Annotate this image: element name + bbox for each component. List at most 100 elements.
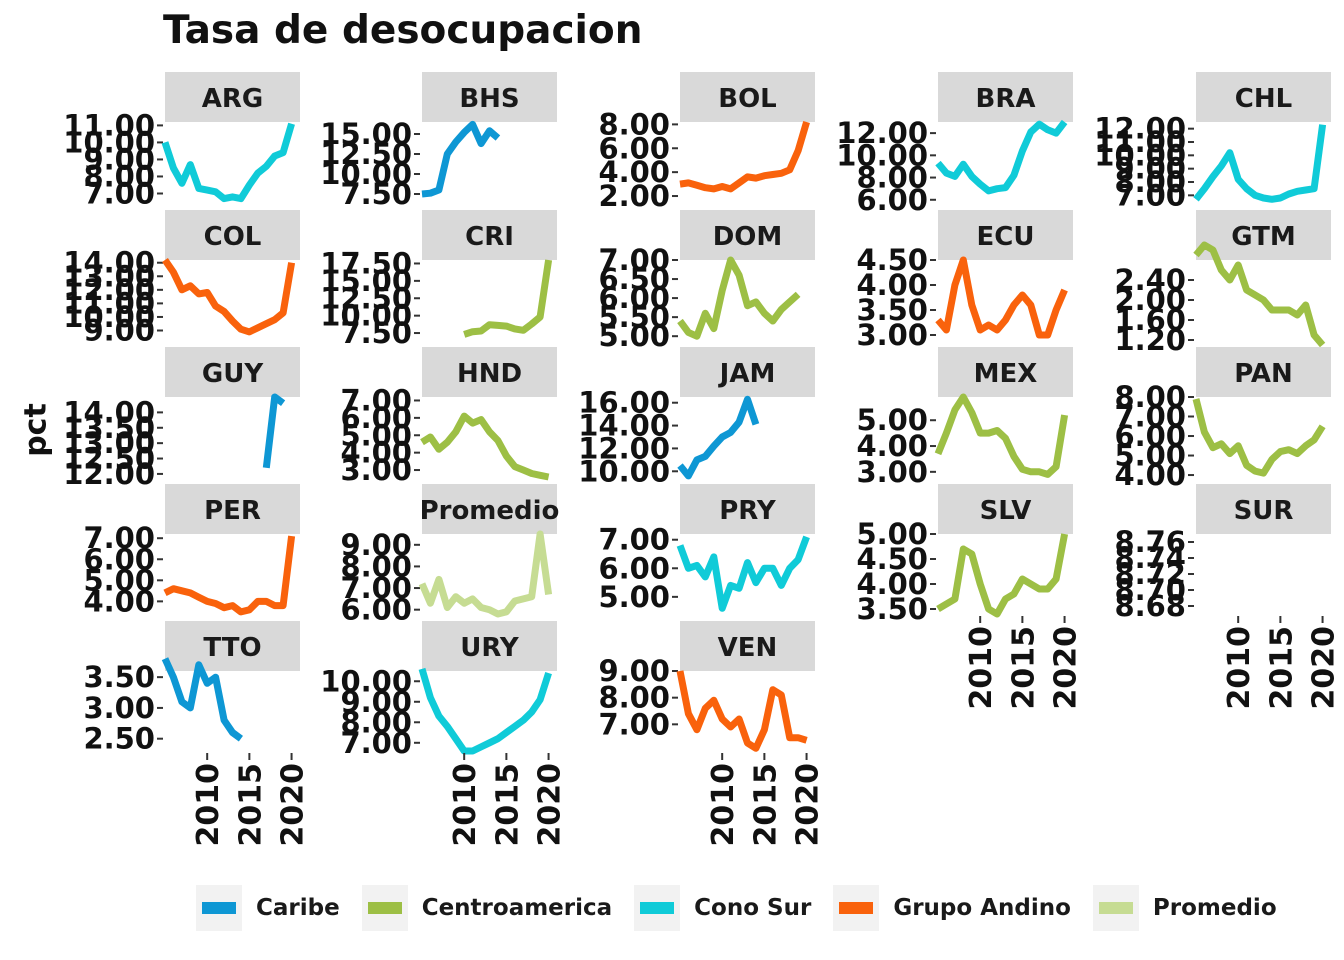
y-tick-label-per-0: 4.00 bbox=[83, 584, 155, 618]
series-line-cri bbox=[463, 259, 553, 338]
y-tick-label-chl-2: 9.00 bbox=[1114, 152, 1186, 186]
y-tick-label-ecu-1: 3.50 bbox=[856, 293, 928, 327]
y-tick-label-arg-1: 8.00 bbox=[83, 159, 155, 193]
series-line-gtm bbox=[1193, 241, 1326, 348]
facet-strip-per bbox=[165, 484, 300, 534]
y-tick-label-ven-1: 8.00 bbox=[598, 681, 670, 715]
facet-strip-pry bbox=[680, 484, 815, 534]
facet-label-gtm: GTM bbox=[1231, 222, 1296, 252]
facet-strip-ury bbox=[422, 621, 557, 671]
facet-strip-slv bbox=[938, 484, 1073, 534]
y-tick-label-gtm-2: 2.00 bbox=[1114, 283, 1186, 317]
facet-strip-jam bbox=[680, 347, 815, 397]
y-tick-label-slv-3: 5.00 bbox=[856, 517, 928, 551]
legend-swatch bbox=[367, 902, 402, 914]
y-tick-label-slv-2: 4.50 bbox=[856, 542, 928, 576]
y-tick-label-ecu-3: 4.50 bbox=[856, 243, 928, 277]
series-line-hnd bbox=[420, 412, 550, 481]
y-tick-label-cri-3: 15.00 bbox=[320, 264, 412, 298]
y-tick-label-dom-0: 5.00 bbox=[598, 319, 670, 353]
legend-key bbox=[833, 885, 880, 931]
series-line-bol bbox=[679, 121, 810, 193]
series-line-jam bbox=[677, 395, 760, 480]
y-tick-label-dom-1: 5.50 bbox=[598, 300, 670, 334]
y-tick-label-promedio-1: 7.00 bbox=[340, 571, 412, 605]
y-tick-label-chl-0: 7.00 bbox=[1114, 178, 1186, 212]
y-tick-label-hnd-1: 4.00 bbox=[340, 436, 412, 470]
series-line-slv bbox=[936, 533, 1069, 618]
legend-swatch bbox=[839, 902, 874, 914]
chart-legend: Caribe Centroamerica Cono Sur Grupo Andino P… bbox=[196, 883, 1299, 933]
facet-label-mex: MEX bbox=[974, 359, 1038, 389]
y-tick-label-pan-2: 6.00 bbox=[1114, 419, 1186, 453]
facet-label-bol: BOL bbox=[718, 84, 777, 114]
facet-label-ecu: ECU bbox=[977, 222, 1035, 252]
y-tick-label-chl-4: 11.00 bbox=[1094, 125, 1186, 159]
y-tick-label-per-3: 7.00 bbox=[83, 521, 155, 555]
y-tick-label-gtm-1: 1.60 bbox=[1114, 303, 1186, 337]
y-tick-label-sur-0: 8.68 bbox=[1114, 589, 1186, 623]
facet-strip-promedio bbox=[422, 484, 557, 534]
facet-strip-chl bbox=[1196, 72, 1331, 122]
y-tick-label-gtm-3: 2.40 bbox=[1114, 263, 1186, 297]
facet-strip-ven bbox=[680, 621, 815, 671]
y-tick-label-bol-1: 4.00 bbox=[598, 155, 670, 189]
facet-label-pry: PRY bbox=[719, 496, 777, 526]
y-tick-label-guy-0: 12.00 bbox=[63, 457, 155, 491]
facet-label-promedio: Promedio bbox=[420, 496, 560, 526]
x-tick-label-tto-2: 2020 bbox=[276, 763, 311, 847]
y-tick-label-sur-2: 8.72 bbox=[1114, 557, 1186, 591]
series-line-pan bbox=[1192, 398, 1326, 477]
facet-strip-cri bbox=[422, 210, 557, 260]
facet-label-per: PER bbox=[204, 496, 261, 526]
y-tick-label-ury-2: 9.00 bbox=[340, 685, 412, 719]
x-tick-label-ven-2: 2020 bbox=[791, 763, 826, 847]
x-tick-label-ury-0: 2010 bbox=[448, 763, 483, 847]
y-tick-label-arg-3: 10.00 bbox=[63, 125, 155, 159]
facet-strip-pan bbox=[1196, 347, 1331, 397]
y-tick-label-mex-1: 4.00 bbox=[856, 429, 928, 463]
y-tick-label-tto-2: 3.50 bbox=[83, 660, 155, 694]
y-tick-label-per-1: 5.00 bbox=[83, 563, 155, 597]
y-tick-label-ury-3: 10.00 bbox=[320, 664, 412, 698]
x-tick-label-ury-2: 2020 bbox=[533, 763, 568, 847]
series-line-bhs bbox=[421, 120, 501, 198]
x-tick-label-ven-1: 2015 bbox=[748, 763, 783, 847]
facet-label-cri: CRI bbox=[465, 222, 514, 252]
facet-strip-dom bbox=[680, 210, 815, 260]
facet-label-dom: DOM bbox=[713, 222, 783, 252]
x-tick-label-sur-0: 2010 bbox=[1222, 626, 1257, 710]
y-tick-label-promedio-3: 9.00 bbox=[340, 528, 412, 562]
y-tick-label-ven-0: 7.00 bbox=[598, 707, 670, 741]
legend-label: Grupo Andino bbox=[893, 895, 1071, 921]
y-tick-label-per-2: 6.00 bbox=[83, 542, 155, 576]
y-tick-label-col-4: 13.00 bbox=[63, 259, 155, 293]
facet-strip-guy bbox=[165, 347, 300, 397]
y-tick-label-bra-2: 10.00 bbox=[836, 138, 928, 172]
y-tick-label-ury-1: 8.00 bbox=[340, 705, 412, 739]
facet-strip-bol bbox=[680, 72, 815, 122]
y-tick-label-hnd-0: 3.00 bbox=[340, 453, 412, 487]
facet-strip-bhs bbox=[422, 72, 557, 122]
series-line-col bbox=[162, 258, 296, 336]
y-tick-label-tto-0: 2.50 bbox=[83, 722, 155, 756]
facet-strip-mex bbox=[938, 347, 1073, 397]
series-line-bra bbox=[935, 119, 1068, 195]
y-tick-label-bhs-3: 15.00 bbox=[320, 117, 412, 151]
facet-label-ury: URY bbox=[460, 633, 520, 663]
y-tick-label-bra-3: 12.00 bbox=[836, 116, 928, 150]
y-tick-label-mex-0: 3.00 bbox=[856, 455, 928, 489]
y-tick-label-promedio-2: 8.00 bbox=[340, 549, 412, 583]
y-tick-label-cri-4: 17.50 bbox=[320, 246, 412, 280]
y-tick-label-bhs-2: 12.50 bbox=[320, 137, 412, 171]
y-tick-label-jam-1: 12.00 bbox=[578, 431, 670, 465]
legend-swatch bbox=[640, 902, 675, 914]
legend-swatch bbox=[202, 902, 236, 914]
x-tick-label-slv-2: 2020 bbox=[1049, 626, 1084, 710]
y-tick-label-bra-1: 8.00 bbox=[856, 161, 928, 195]
legend-item-cono-sur: Cono Sur bbox=[634, 885, 833, 931]
y-tick-label-pry-1: 6.00 bbox=[598, 551, 670, 585]
facet-strip-col bbox=[165, 210, 300, 260]
y-tick-label-jam-3: 16.00 bbox=[578, 386, 670, 420]
legend-item-caribe: Caribe bbox=[196, 885, 362, 931]
